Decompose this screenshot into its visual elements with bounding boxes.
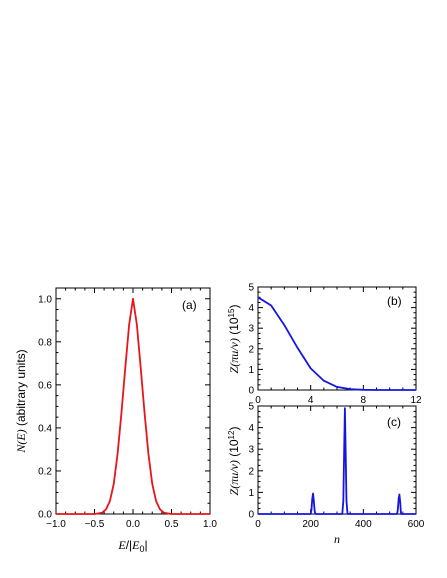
x-tick-label: 4 [308, 395, 314, 406]
panel-c-x-axis-label: n [334, 532, 340, 546]
panel-a-tick-labels: −1.0 −0.5 0.0 0.5 1.0 0.0 0.2 0.4 0.6 0.8 1.0 [38, 294, 217, 530]
panel-a-x-label-e: E [117, 538, 126, 552]
panel-b-label: (b) [387, 294, 402, 308]
panel-a: −1.0 −0.5 0.0 0.5 1.00.00.20.40.60.81.0 (a) … [14, 287, 217, 554]
y-tick-label: 2 [248, 466, 254, 477]
x-tick-label: −0.5 [85, 519, 105, 530]
panel-a-x-label-sub: 0 [140, 544, 145, 554]
panel-c-y-axis-label: Z(πu/v) (1012) [227, 427, 241, 496]
y-tick-label: 3 [248, 445, 254, 456]
panel-b-y-label-exp: 15 [227, 308, 236, 317]
y-tick-label: 1 [248, 365, 254, 376]
y-tick-label: 0 [248, 510, 254, 521]
x-tick-label: 8 [361, 395, 367, 406]
panel-a-y-axis-label: N(E) (abitrary units) [14, 349, 28, 453]
x-tick-label: 200 [302, 519, 319, 530]
x-tick-label: 0 [255, 519, 261, 530]
panel-c-tick-labels: 0 200 400 600 0 1 2 3 4 5 [248, 402, 424, 531]
panel-a-ticks [55, 288, 211, 515]
panel-a-y-label-italic: N(E) [14, 429, 28, 453]
x-tick-label: −1.0 [46, 519, 66, 530]
x-tick-label: 12 [410, 395, 422, 406]
panel-a-series [56, 297, 210, 515]
y-tick-label: 3 [248, 324, 254, 335]
y-tick-label: 4 [248, 423, 254, 434]
panel-c-y-label-unit: (10 [227, 439, 241, 460]
panel-b-y-label-close: ) [227, 305, 241, 309]
y-tick-label: 0.2 [38, 466, 52, 477]
y-tick-label: 5 [248, 402, 254, 413]
y-tick-label: 4 [248, 303, 254, 314]
panel-a-y-label-rest: (abitrary units) [14, 349, 28, 429]
series-line [56, 297, 210, 515]
y-tick-label: 0.6 [38, 380, 52, 391]
y-tick-label: 5 [248, 283, 254, 294]
series-line [258, 407, 416, 515]
panel-a-x-axis-label: E/|E0| [117, 538, 147, 554]
x-tick-label: 600 [408, 519, 425, 530]
panel-b-y-axis-label: Z(πu/v) (1015) [227, 305, 241, 374]
panel-a-x-label-slash: /| [126, 538, 132, 552]
y-tick-label: 0 [248, 386, 254, 397]
x-tick-label: 0 [255, 395, 261, 406]
panel-c-y-label-close: ) [227, 427, 241, 431]
x-tick-label: 0.5 [165, 519, 179, 530]
x-tick-label: 400 [355, 519, 372, 530]
y-tick-label: 1.0 [38, 294, 52, 305]
x-tick-label: 1.0 [203, 519, 217, 530]
panel-a-x-label-e0: E [131, 538, 140, 552]
panel-c-series [258, 407, 416, 515]
panel-b-y-label-italic: Z(πu/v) [227, 338, 241, 373]
panel-a-x-label-bar: | [145, 538, 148, 552]
y-tick-label: 1 [248, 488, 254, 499]
y-tick-label: 2 [248, 344, 254, 355]
panel-c-y-label-italic: Z(πu/v) [227, 460, 241, 495]
panel-a-frame [55, 287, 211, 515]
series-line [257, 296, 416, 391]
panel-a-label: (a) [182, 298, 197, 312]
y-tick-label: 0.4 [38, 423, 52, 434]
y-tick-label: 0.8 [38, 337, 52, 348]
panel-c-y-label-exp: 12 [227, 430, 236, 439]
panel-c-label: (c) [387, 415, 401, 429]
panel-b-y-label-unit: (10 [227, 317, 241, 338]
y-tick-label: 0.0 [38, 510, 52, 521]
x-tick-label: 0.0 [126, 519, 140, 530]
panel-b-series [257, 296, 416, 391]
